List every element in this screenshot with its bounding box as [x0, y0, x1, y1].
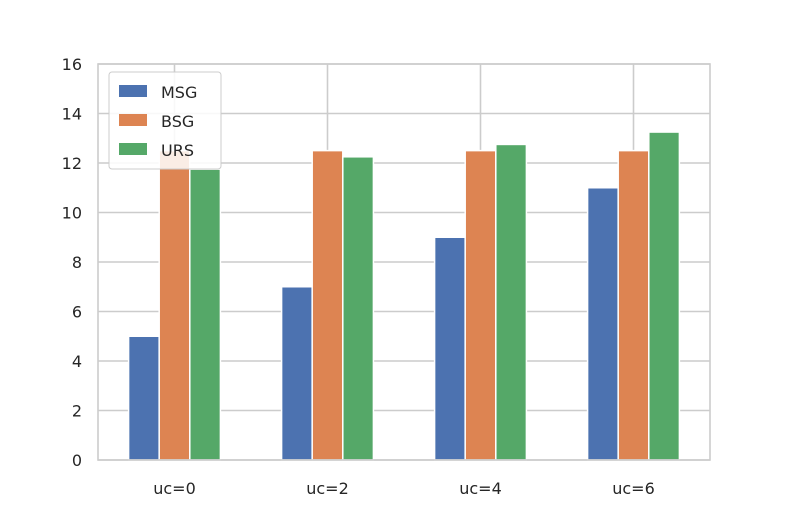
y-tick-label: 6 [72, 303, 82, 322]
bar-bsg-uc6 [617, 149, 650, 461]
bar-msg-uc2 [280, 286, 313, 461]
legend-label-urs: URS [161, 141, 194, 160]
bar-urs-uc6 [648, 131, 681, 461]
bar-urs-uc0 [189, 168, 222, 461]
legend-swatch-urs [119, 143, 147, 155]
y-tick-label: 10 [62, 204, 82, 223]
bar-msg-uc6 [586, 187, 619, 461]
legend-swatch-msg [119, 85, 147, 97]
x-tick-label: uc=6 [612, 479, 655, 498]
bar-urs-uc2 [342, 156, 375, 461]
x-tick-label: uc=2 [306, 479, 349, 498]
y-tick-label: 8 [72, 253, 82, 272]
x-tick-label: uc=4 [459, 479, 502, 498]
legend: MSG BSG URS [108, 71, 222, 170]
bar-msg-uc0 [127, 335, 160, 461]
y-tick-label: 16 [62, 55, 82, 74]
bar-urs-uc4 [495, 143, 528, 461]
legend-label-msg: MSG [161, 83, 197, 102]
y-axis-ticks: 0 2 4 6 8 10 12 14 16 [62, 55, 82, 470]
y-tick-label: 2 [72, 402, 82, 421]
legend-swatch-bsg [119, 114, 147, 126]
bar-msg-uc4 [433, 236, 466, 461]
legend-label-bsg: BSG [161, 112, 194, 131]
bar-series [127, 131, 681, 461]
bar-bsg-uc0 [158, 149, 191, 461]
y-tick-label: 14 [62, 105, 82, 124]
y-tick-label: 0 [72, 451, 82, 470]
plot-frame [97, 63, 711, 461]
bar-bsg-uc2 [311, 149, 344, 461]
x-axis-ticks: uc=0 uc=2 uc=4 uc=6 [153, 479, 655, 498]
bar-bsg-uc4 [464, 149, 497, 461]
y-tick-label: 4 [72, 352, 82, 371]
y-tick-label: 12 [62, 154, 82, 173]
x-tick-label: uc=0 [153, 479, 196, 498]
